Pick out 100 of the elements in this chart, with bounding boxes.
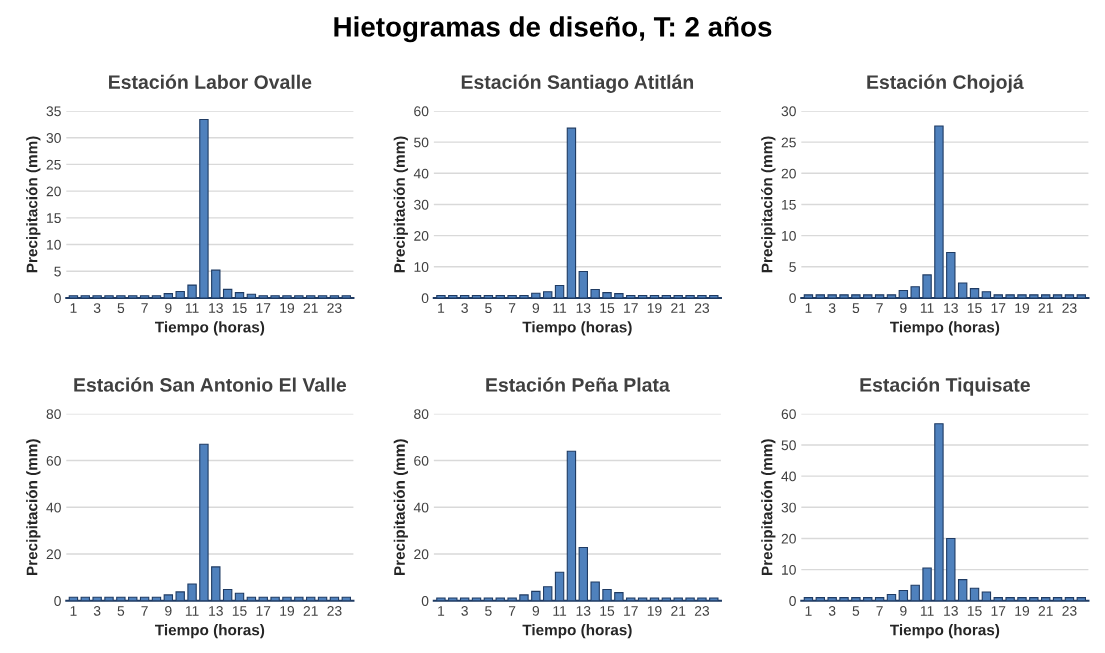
y-tick-label: 35 xyxy=(46,106,61,117)
y-tick-label: 60 xyxy=(46,455,61,466)
x-tick-label: 9 xyxy=(900,303,907,313)
x-axis-title: Tiempo (horas) xyxy=(890,624,1000,639)
x-tick-label: 3 xyxy=(93,605,101,616)
x-tick-label: 15 xyxy=(967,303,982,313)
x-axis-title: Tiempo (horas) xyxy=(154,624,265,639)
chart-title: Estación Santiago Atitlán xyxy=(461,74,694,93)
y-tick-label: 25 xyxy=(781,137,796,148)
x-tick-label: 21 xyxy=(1038,303,1053,313)
y-tick-label: 0 xyxy=(421,596,429,606)
x-tick-label: 3 xyxy=(461,303,468,313)
y-tick-label: 20 xyxy=(46,549,61,560)
text: Hietogramas de diseño, T: 2 años xyxy=(334,16,772,43)
x-tick-label: 13 xyxy=(576,303,591,313)
x-tick-label: 17 xyxy=(991,303,1006,313)
y-tick-label: 20 xyxy=(414,549,429,560)
y-tick-label: 25 xyxy=(46,159,61,170)
x-tick-label: 5 xyxy=(117,606,125,616)
x-tick-label: 7 xyxy=(141,303,148,313)
y-axis-title: Precipitación (mm) xyxy=(393,136,408,273)
x-tick-label: 17 xyxy=(624,303,638,313)
x-tick-label: 19 xyxy=(647,303,662,313)
y-tick-label: 40 xyxy=(413,502,429,513)
x-tick-label: 11 xyxy=(553,606,567,616)
x-tick-label: 19 xyxy=(1015,303,1030,313)
x-tick-label: 1 xyxy=(438,606,445,616)
x-tick-label: 13 xyxy=(209,605,223,616)
x-tick-label: 7 xyxy=(508,303,516,313)
x-tick-label: 5 xyxy=(852,606,860,616)
y-tick-label: 50 xyxy=(781,440,796,451)
x-tick-label: 17 xyxy=(256,606,271,616)
y-tick-label: 60 xyxy=(414,106,429,117)
y-tick-label: 30 xyxy=(781,106,796,117)
x-tick-label: 9 xyxy=(532,605,540,616)
x-tick-label: 19 xyxy=(280,303,295,313)
x-tick-label: 15 xyxy=(967,606,982,616)
x-tick-label: 3 xyxy=(93,303,101,313)
x-tick-label: 5 xyxy=(485,606,492,616)
y-axis-title: Precipitación (mm) xyxy=(393,439,408,576)
chart-title: Estación Peña Plata xyxy=(486,377,670,392)
x-tick-label: 17 xyxy=(624,606,638,616)
x-tick-label: 21 xyxy=(303,605,318,616)
x-tick-label: 9 xyxy=(900,605,907,616)
y-tick-label: 30 xyxy=(781,502,796,513)
y-tick-label: 60 xyxy=(414,455,429,466)
x-tick-label: 13 xyxy=(576,605,591,616)
y-tick-label: 30 xyxy=(414,199,429,210)
x-tick-label: 7 xyxy=(141,606,148,616)
y-tick-label: 80 xyxy=(414,409,429,419)
x-tick-label: 1 xyxy=(438,303,445,313)
y-axis-title: Precipitación (mm) xyxy=(761,439,776,576)
x-tick-label: 19 xyxy=(280,605,295,616)
x-tick-label: 9 xyxy=(532,303,540,313)
x-tick-label: 11 xyxy=(185,606,199,616)
y-tick-label: 40 xyxy=(46,502,61,513)
x-tick-label: 11 xyxy=(920,303,934,313)
y-tick-label: 60 xyxy=(781,409,796,419)
x-tick-label: 11 xyxy=(553,303,567,313)
x-tick-label: 5 xyxy=(852,303,860,313)
y-tick-label: 80 xyxy=(46,409,61,419)
y-tick-label: 40 xyxy=(413,168,429,179)
x-tick-label: 13 xyxy=(944,605,958,616)
y-tick-label: 10 xyxy=(47,239,61,250)
x-tick-label: 21 xyxy=(303,303,318,313)
x-tick-label: 19 xyxy=(647,605,662,616)
chart-title: Estación Tiquisate xyxy=(860,377,1030,396)
y-tick-label: 30 xyxy=(46,133,61,143)
x-axis-title: Tiempo (horas) xyxy=(890,321,1000,336)
x-tick-label: 15 xyxy=(232,303,247,313)
x-tick-label: 13 xyxy=(209,303,223,313)
y-tick-label: 0 xyxy=(789,293,796,304)
y-tick-label: 0 xyxy=(789,596,796,606)
x-tick-label: 23 xyxy=(694,605,710,616)
x-tick-label: 1 xyxy=(70,606,77,616)
y-tick-label: 20 xyxy=(46,186,61,197)
x-tick-label: 5 xyxy=(117,303,125,313)
y-tick-label: 20 xyxy=(781,533,796,544)
y-tick-label: 10 xyxy=(782,230,796,241)
y-tick-label: 20 xyxy=(414,230,429,241)
chart-title: Estación Labor Ovalle xyxy=(109,74,312,89)
x-tick-label: 3 xyxy=(828,303,836,313)
x-tick-label: 23 xyxy=(327,303,342,313)
x-tick-label: 9 xyxy=(165,605,172,616)
y-tick-label: 0 xyxy=(54,293,61,304)
x-tick-label: 1 xyxy=(805,303,812,313)
y-tick-label: 10 xyxy=(782,564,796,575)
chart-title: Estación San Antonio El Valle xyxy=(74,377,347,392)
x-tick-label: 17 xyxy=(256,303,271,313)
x-tick-label: 1 xyxy=(805,606,812,616)
y-tick-label: 50 xyxy=(414,137,429,148)
x-tick-label: 9 xyxy=(165,303,172,313)
chart-title: Estación Chojojá xyxy=(867,74,1024,93)
x-tick-label: 1 xyxy=(70,303,77,313)
x-tick-label: 21 xyxy=(671,605,686,616)
x-tick-label: 21 xyxy=(671,303,686,313)
x-axis-title: Tiempo (horas) xyxy=(154,321,265,336)
y-tick-label: 5 xyxy=(54,266,61,277)
y-tick-label: 15 xyxy=(47,213,61,223)
x-tick-label: 21 xyxy=(1038,605,1053,616)
